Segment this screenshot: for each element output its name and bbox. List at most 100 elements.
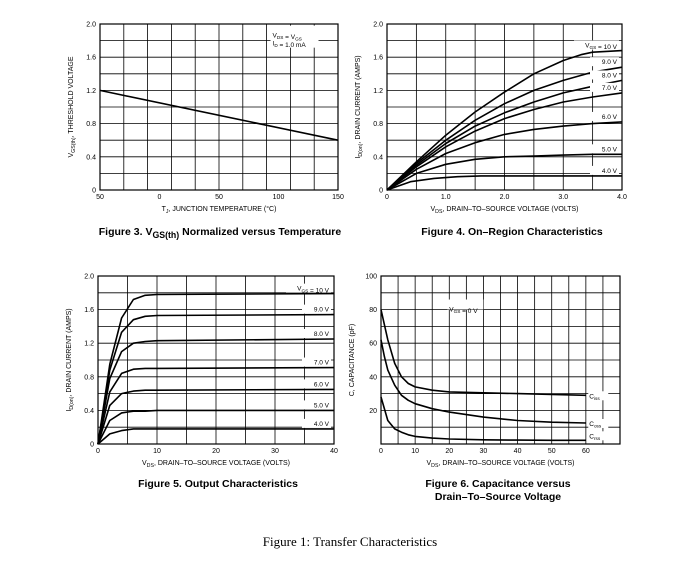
fig5-ytick-label: 1.6 <box>84 307 94 314</box>
fig6-xtick-label: 60 <box>582 448 590 455</box>
fig6-xtick-label: 0 <box>379 448 383 455</box>
fig4-series-label-bg <box>574 40 619 50</box>
fig4-ytick-label: 2.0 <box>373 22 383 29</box>
fig3-ytick-label: 1.6 <box>86 55 96 62</box>
fig5-xtick-label: 20 <box>212 448 220 455</box>
fig4-series-line <box>386 121 623 191</box>
fig3-ytick-label: 1.2 <box>86 88 96 95</box>
fig5-series-label-bg <box>302 400 331 410</box>
fig6-series-line <box>380 339 586 424</box>
fig5-xtick-label: 40 <box>330 448 338 455</box>
fig4-series-label: 5.0 V <box>602 146 618 153</box>
fig4-ytick-label: 0.4 <box>373 154 383 161</box>
fig4-series-line <box>386 175 622 191</box>
fig4-series-label: 6.0 V <box>602 114 618 121</box>
fig6-xtick-label: 30 <box>480 448 488 455</box>
fig5-series-label-bg <box>302 357 331 367</box>
fig5-series-label-bg <box>302 304 331 314</box>
fig6-ytick-label: 100 <box>365 274 377 281</box>
fig5-ytick-label: 1.2 <box>84 341 94 348</box>
figure-6-caption: Figure 6. Capacitance versus Drain–To–So… <box>368 478 628 504</box>
fig4-ytick-label: 1.6 <box>373 55 383 62</box>
fig5-series-label: 5.0 V <box>314 402 330 409</box>
figure-5-caption: Figure 5. Output Characteristics <box>88 478 348 490</box>
fig6-x-axis-label: VDS, DRAIN–TO–SOURCE VOLTAGE (VOLTS) <box>427 460 575 469</box>
fig4-series-label-bg <box>590 82 619 92</box>
fig6-xtick-label: 10 <box>411 448 419 455</box>
fig5-series-label: 6.0 V <box>314 381 330 388</box>
fig3-xtick-label: 150 <box>332 194 344 201</box>
fig4-ytick-label: 0.8 <box>373 121 383 128</box>
fig4-series-label: 8.0 V <box>602 72 618 79</box>
fig4-series-line <box>386 153 622 191</box>
fig3-ytick-label: 2.0 <box>86 22 96 29</box>
fig5-series-label-bg <box>302 329 331 338</box>
figure-6-caption-line-1: Figure 6. Capacitance versus <box>425 478 571 490</box>
fig6-series-line <box>380 309 586 397</box>
fig5-ytick-label: 0.4 <box>84 408 94 415</box>
fig3-series-line <box>99 89 339 141</box>
fig3-xtick-label: 100 <box>273 194 285 201</box>
fig5-ytick-label: 2.0 <box>84 274 94 281</box>
fig3-xtick-label: 0 <box>158 194 162 201</box>
fig6-series-label-bg <box>588 391 609 401</box>
figure-3-caption-prefix: Figure 3. V <box>98 226 153 238</box>
fig4-series-label: 4.0 V <box>602 168 618 175</box>
fig3-y-axis-label: VGS(th), THRESHOLD VOLTAGE <box>68 56 77 157</box>
fig5-x-axis-label: VDS, DRAIN–TO–SOURCE VOLTAGE (VOLTS) <box>142 460 290 469</box>
fig4-xtick-label: 0 <box>385 194 389 201</box>
fig4-xtick-label: 4.0 <box>617 194 627 201</box>
fig4-series-label: VGS = 10 V <box>585 43 618 52</box>
fig5-y-axis-label: ID(on), DRAIN CURRENT (AMPS) <box>66 308 75 411</box>
fig6-series-label: Coss <box>589 421 602 429</box>
fig6-ytick-label: 80 <box>369 307 377 314</box>
fig4-xtick-label: 1.0 <box>441 194 451 201</box>
fig4-series-line <box>386 49 623 191</box>
fig5-chart: 0 10 20 30 40 0 0.4 0.8 1.2 1.6 2.0 VDS, DRAIN–TO–S… <box>66 274 338 469</box>
fig4-xtick-label: 2.0 <box>500 194 510 201</box>
fig6-xtick-label: 40 <box>514 448 522 455</box>
fig5-series-line <box>97 338 335 445</box>
fig6-series-label-bg <box>588 431 609 441</box>
fig3-ytick-label: 0 <box>92 188 96 195</box>
fig5-series-label: 7.0 V <box>314 360 330 367</box>
fig3-annotation-id: ID = 1.0 mA <box>273 41 307 50</box>
fig6-annotation-vgs: VGS = 0 V <box>449 306 478 315</box>
fig4-series-label-bg <box>590 111 619 121</box>
fig5-series-label-bg <box>302 379 331 389</box>
fig4-xtick-label: 3.0 <box>558 194 568 201</box>
figure-3-caption: Figure 3. VGS(th) Normalized versus Temp… <box>90 226 350 240</box>
fig6-series-line <box>380 396 586 442</box>
fig3-xtick-label: 50 <box>96 194 104 201</box>
fig5-series-label-bg <box>302 418 331 428</box>
fig4-series-line <box>386 66 623 191</box>
fig5-ytick-label: 0 <box>90 442 94 449</box>
fig6-ytick-label: 40 <box>369 374 377 381</box>
fig6-series-label: Ciss <box>589 393 600 401</box>
fig5-series-label-bg <box>286 283 331 293</box>
fig4-series-label-bg <box>590 144 619 154</box>
fig5-series-line <box>97 366 335 445</box>
fig5-series-line <box>97 428 334 445</box>
figure-5-caption-text: Figure 5. Output Characteristics <box>138 478 298 490</box>
fig4-x-axis-label: VDS, DRAIN–TO–SOURCE VOLTAGE (VOLTS) <box>431 206 579 215</box>
fig3-x-axis-label: TJ, JUNCTION TEMPERATURE (°C) <box>162 205 277 215</box>
fig5-series-line <box>97 388 335 445</box>
fig4-series-label-bg <box>590 165 619 175</box>
fig4-series-label: 7.0 V <box>602 85 618 92</box>
figure-4-caption-text: Figure 4. On–Region Characteristics <box>421 226 603 238</box>
fig6-annotation-bg <box>447 299 484 310</box>
fig5-series-label: 9.0 V <box>314 307 330 314</box>
fig6-ytick-label: 60 <box>369 341 377 348</box>
fig4-series-line <box>386 79 623 191</box>
fig5-series-line <box>97 292 335 445</box>
fig6-y-axis-label: C, CAPACITANCE (pF) <box>349 324 356 396</box>
fig5-ytick-label: 0.8 <box>84 374 94 381</box>
fig4-chart: 0 1.0 2.0 3.0 4.0 0 0.4 0.8 1.2 1.6 2.0 VDS, DRAIN–… <box>355 22 627 215</box>
fig5-series-label: 8.0 V <box>314 331 330 338</box>
fig5-xtick-label: 30 <box>271 448 279 455</box>
fig5-series-line <box>97 409 334 445</box>
fig3-annotation-vds: VDS = VGS <box>273 32 302 41</box>
fig4-ytick-label: 0 <box>379 188 383 195</box>
